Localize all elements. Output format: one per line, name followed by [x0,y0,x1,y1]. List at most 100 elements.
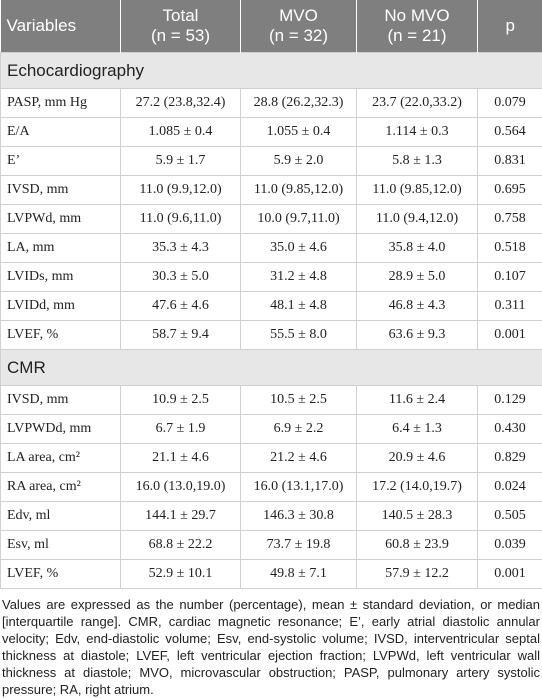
page: {"header": {"cells": [ {"label": "Variab… [0,0,542,651]
cell: 68.8 ± 22.2 [121,531,241,560]
cell: 5.9 ± 1.7 [121,147,241,176]
section-title: Echocardiography [1,53,542,89]
header-sub: (n = 21) [363,26,471,46]
header-cell: p [478,0,542,53]
header-label: MVO [247,6,350,26]
cell: 57.9 ± 12.2 [357,560,478,589]
cell: 0.758 [478,205,542,234]
row-label: LVEF, % [1,321,121,350]
row-label: Esv, ml [1,531,121,560]
header-label: p [484,16,537,36]
cell: 10.5 ± 2.5 [241,386,357,415]
header-cell: MVO(n = 32) [241,0,357,53]
cell: 1.055 ± 0.4 [241,118,357,147]
cell: 17.2 (14.0,19.7) [357,473,478,502]
header-cell: Variables [1,0,121,53]
cell: 1.085 ± 0.4 [121,118,241,147]
header-sub: (n = 53) [127,26,234,46]
cell: 0.039 [478,531,542,560]
cell: 0.505 [478,502,542,531]
cell: 1.114 ± 0.3 [357,118,478,147]
cell: 10.0 (9.7,11.0) [241,205,357,234]
cell: 20.9 ± 4.6 [357,444,478,473]
cell: 47.6 ± 4.6 [121,292,241,321]
cell: 55.5 ± 8.0 [241,321,357,350]
cell: 28.8 (26.2,32.3) [241,89,357,118]
cell: 0.107 [478,263,542,292]
row-label: E’ [1,147,121,176]
row-label: LVIDs, mm [1,263,121,292]
cell: 0.129 [478,386,542,415]
cell: 49.8 ± 7.1 [241,560,357,589]
footnote: Values are expressed as the number (perc… [2,596,540,698]
cell: 63.6 ± 9.3 [357,321,478,350]
cell: 5.8 ± 1.3 [357,147,478,176]
cell: 21.2 ± 4.6 [241,444,357,473]
row-label: IVSD, mm [1,176,121,205]
cell: 35.3 ± 4.3 [121,234,241,263]
row-label: RA area, cm² [1,473,121,502]
cell: 31.2 ± 4.8 [241,263,357,292]
cell: 58.7 ± 9.4 [121,321,241,350]
section-row: Echocardiography [1,53,542,89]
cell: 0.518 [478,234,542,263]
cell: 144.1 ± 29.7 [121,502,241,531]
cell: 27.2 (23.8,32.4) [121,89,241,118]
cell: 6.4 ± 1.3 [357,415,478,444]
cell: 60.8 ± 23.9 [357,531,478,560]
cell: 11.0 (9.9,12.0) [121,176,241,205]
cell: 16.0 (13.0,19.0) [121,473,241,502]
section-row: CMR [1,350,542,386]
row-label: LA area, cm² [1,444,121,473]
cell: 0.001 [478,560,542,589]
cell: 0.829 [478,444,542,473]
header-sub: (n = 32) [247,26,350,46]
cell: 5.9 ± 2.0 [241,147,357,176]
section-title: CMR [1,350,542,386]
row-label: PASP, mm Hg [1,89,121,118]
row-label: LVPWd, mm [1,205,121,234]
cell: 10.9 ± 2.5 [121,386,241,415]
cell: 146.3 ± 30.8 [241,502,357,531]
cell: 6.9 ± 2.2 [241,415,357,444]
cell: 30.3 ± 5.0 [121,263,241,292]
row-label: LVPWDd, mm [1,415,121,444]
cell: 11.0 (9.4,12.0) [357,205,478,234]
cell: 28.9 ± 5.0 [357,263,478,292]
cell: 73.7 ± 19.8 [241,531,357,560]
row-label: Edv, ml [1,502,121,531]
cell: 48.1 ± 4.8 [241,292,357,321]
cell: 21.1 ± 4.6 [121,444,241,473]
cell: 0.430 [478,415,542,444]
cell: 46.8 ± 4.3 [357,292,478,321]
cell: 140.5 ± 28.3 [357,502,478,531]
cell: 52.9 ± 10.1 [121,560,241,589]
cell: 0.079 [478,89,542,118]
cell: 0.831 [478,147,542,176]
header-label: No MVO [363,6,471,26]
cell: 0.001 [478,321,542,350]
cell: 11.6 ± 2.4 [357,386,478,415]
cell: 0.564 [478,118,542,147]
row-label: E/A [1,118,121,147]
cell: 23.7 (22.0,33.2) [357,89,478,118]
cell: 0.311 [478,292,542,321]
header-label: Variables [7,16,115,36]
cell: 16.0 (13.1,17.0) [241,473,357,502]
header-label: Total [127,6,234,26]
